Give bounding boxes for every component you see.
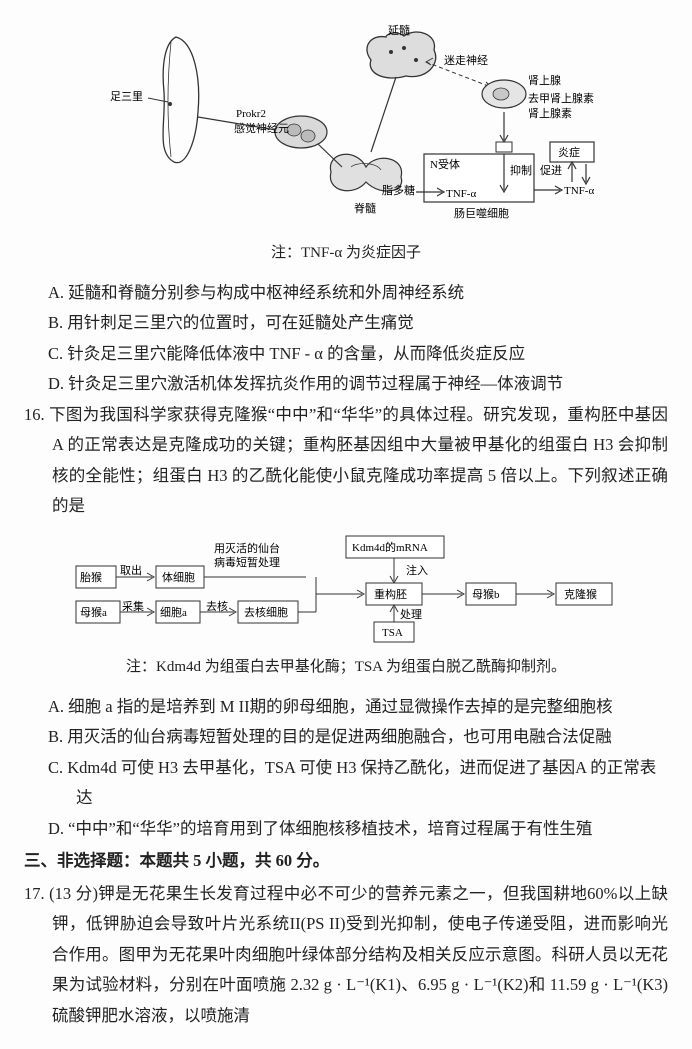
label-jisui: 脊髓	[354, 201, 376, 215]
q16-option-b: B. 用灭活的仙台病毒短暂处理的目的是促进两细胞融合，也可用电融合法促融	[24, 722, 668, 753]
label-shenshangxian: 肾上腺	[528, 73, 561, 87]
q16-lead: 16. 下图为我国科学家获得克隆猴“中中”和“华华”的具体过程。研究发现，重构胚…	[24, 400, 668, 522]
q15-diagram: 足三里 Prokr2 感觉神经元 脊髓 延髓 迷走神经 肾上腺 去甲肾上腺素 肾…	[24, 22, 668, 232]
label-tnfa-in: TNF-α	[446, 188, 476, 200]
label-changju: 肠巨噬细胞	[454, 206, 509, 220]
svg-text:TSA: TSA	[382, 627, 403, 639]
q15-option-d: D. 针灸足三里穴激活机体发挥抗炎作用的调节过程属于神经—体液调节	[24, 369, 668, 400]
diagram2-note: 注：Kdm4d 为组蛋白去甲基化酶；TSA 为组蛋白脱乙酰酶抑制剂。	[24, 654, 668, 682]
svg-text:用灭活的仙台: 用灭活的仙台	[214, 541, 280, 555]
label-nshuoti: N受体	[430, 157, 460, 171]
label-yanlong: 延髓	[388, 24, 410, 37]
label-prokr2: Prokr2	[236, 108, 266, 120]
svg-text:母猴a: 母猴a	[80, 605, 107, 619]
diagram1-note: 注：TNF-α 为炎症因子	[24, 240, 668, 268]
label-yanzheng: 炎症	[558, 145, 580, 159]
q16-option-a: A. 细胞 a 指的是培养到 M II期的卵母细胞，通过显微操作去掉的是完整细胞…	[24, 692, 668, 723]
label-zhiduo: 脂多糖	[382, 183, 415, 197]
svg-text:去核: 去核	[206, 599, 228, 613]
q15-option-a: A. 延髓和脊髓分别参与构成中枢神经系统和外周神经系统	[24, 278, 668, 309]
q16-option-c: C. Kdm4d 可使 H3 去甲基化，TSA 可使 H3 保持乙酰化，进而促进…	[24, 753, 668, 814]
svg-text:胎猴: 胎猴	[80, 570, 102, 584]
svg-text:体细胞: 体细胞	[162, 570, 195, 584]
svg-text:Kdm4d的mRNA: Kdm4d的mRNA	[352, 540, 428, 554]
label-yizhi: 抑制	[510, 163, 532, 177]
q16-diagram: 胎猴 取出 体细胞 用灭活的仙台 病毒短暂处理 母猴a 采集 细胞a 去核 去核…	[24, 526, 668, 646]
label-tnfa-out: TNF-α	[564, 185, 594, 197]
q17-lead: 17. (13 分)钾是无花果生长发育过程中必不可少的营养元素之一，但我国耕地6…	[24, 879, 668, 1032]
svg-text:克隆猴: 克隆猴	[564, 587, 597, 601]
svg-text:去核细胞: 去核细胞	[244, 605, 288, 619]
svg-text:细胞a: 细胞a	[160, 606, 187, 619]
q16-option-d: D. “中中”和“华华”的培育用到了体细胞核移植技术，培育过程属于有性生殖	[24, 814, 668, 845]
q15-option-c: C. 针灸足三里穴能降低体液中 TNF - α 的含量，从而降低炎症反应	[24, 339, 668, 370]
label-qujia: 去甲肾上腺素	[528, 91, 594, 105]
label-shenshangxiansu: 肾上腺素	[528, 106, 572, 120]
q15-option-b: B. 用针刺足三里穴的位置时，可在延髓处产生痛觉	[24, 308, 668, 339]
svg-text:取出: 取出	[120, 563, 142, 577]
svg-text:注入: 注入	[406, 563, 428, 577]
svg-text:采集: 采集	[122, 599, 144, 613]
svg-text:病毒短暂处理: 病毒短暂处理	[214, 555, 280, 569]
section3-heading: 三、非选择题：本题共 5 小题，共 60 分。	[24, 846, 668, 877]
svg-text:处理: 处理	[400, 608, 422, 621]
svg-text:母猴b: 母猴b	[472, 587, 500, 601]
label-mizou: 迷走神经	[444, 53, 488, 67]
label-zusanli: 足三里	[110, 90, 143, 103]
label-cujin: 促进	[540, 163, 562, 177]
svg-text:重构胚: 重构胚	[374, 587, 407, 601]
